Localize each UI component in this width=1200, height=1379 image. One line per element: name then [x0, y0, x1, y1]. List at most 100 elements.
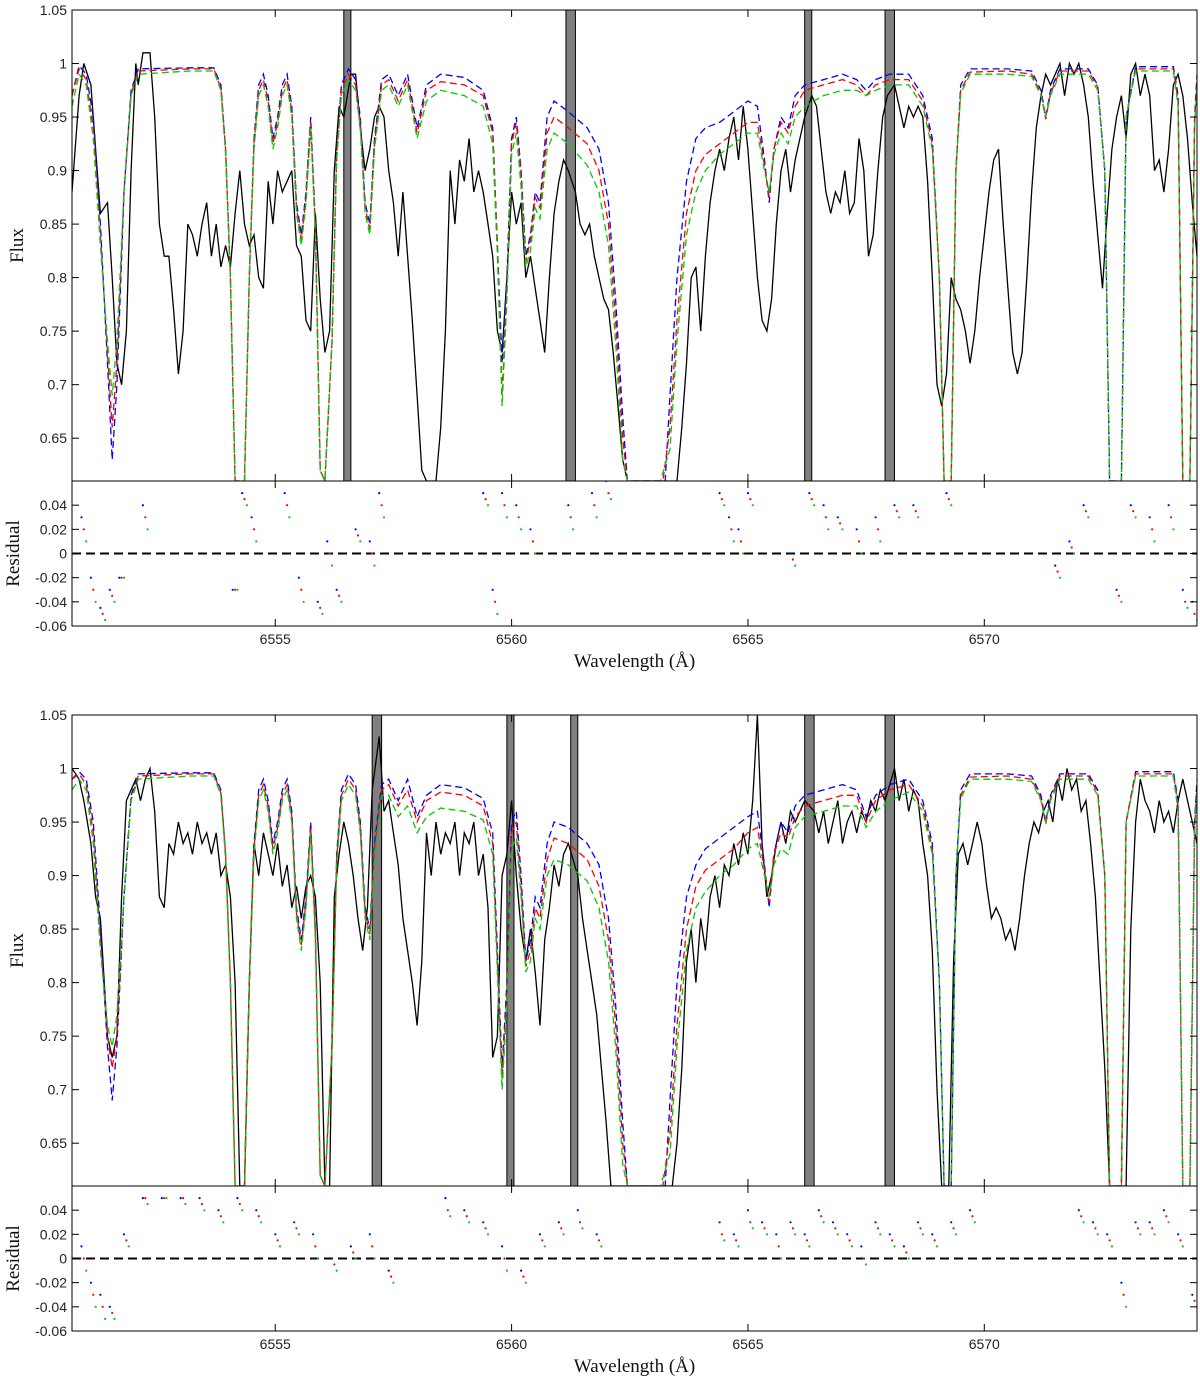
residual-point	[505, 516, 508, 519]
residual-ytick-label: -0.06	[35, 618, 67, 634]
residual-point	[1110, 1245, 1113, 1248]
residual-point	[118, 576, 121, 579]
residual-point	[1129, 504, 1132, 507]
residual-point	[529, 528, 532, 531]
residual-point	[902, 1245, 906, 1248]
residual-point	[463, 1209, 466, 1212]
flux-ytick-label: 1	[59, 56, 67, 72]
residual-point	[1177, 1233, 1180, 1236]
residual-point	[895, 510, 898, 513]
residual-point	[163, 1197, 166, 1200]
residual-point	[777, 1245, 780, 1248]
residual-point	[1134, 516, 1137, 519]
residual-point	[524, 1281, 527, 1284]
residual-point	[874, 1221, 877, 1224]
residual-ytick-label: 0.04	[40, 497, 67, 513]
residual-point	[917, 1221, 920, 1224]
residual-point	[321, 612, 324, 616]
residual-point	[730, 528, 733, 531]
masked-band	[565, 9, 576, 482]
residual-point	[141, 1197, 144, 1200]
residual-point	[312, 1233, 315, 1236]
residual-point	[822, 1221, 825, 1224]
residual-point	[813, 504, 816, 507]
residual-point	[1082, 504, 1085, 507]
residual-point	[1106, 1233, 1109, 1236]
residual-point	[236, 1197, 239, 1200]
residual-point	[808, 1245, 811, 1248]
residual-point	[727, 516, 731, 519]
residual-point	[122, 576, 126, 579]
residual-point	[125, 1239, 128, 1242]
flux-ytick-label: 0.95	[40, 109, 67, 125]
residual-point	[1077, 1209, 1080, 1212]
residual-point	[302, 600, 305, 603]
residual-point	[973, 1221, 976, 1224]
residual-point	[718, 1221, 721, 1224]
residual-point	[276, 1239, 279, 1242]
flux-ytick-label: 0.85	[40, 921, 67, 937]
residual-point	[392, 1281, 395, 1284]
residual-point	[1153, 540, 1156, 543]
flux-axis-label: Flux	[7, 228, 28, 263]
residual-point	[607, 492, 610, 495]
residual-point	[735, 1239, 738, 1242]
residual-point	[749, 498, 752, 501]
residual-point	[283, 492, 286, 495]
residual-point	[1181, 1245, 1184, 1248]
residual-point	[879, 1233, 882, 1236]
residual-point	[94, 600, 97, 603]
residual-point	[203, 1209, 206, 1212]
residual-point	[85, 1269, 88, 1272]
residual-point	[373, 564, 376, 567]
residual-point	[486, 504, 490, 507]
residual-ytick-label: 0.04	[40, 1202, 67, 1218]
series-line-black-solid	[72, 52, 1197, 481]
residual-point	[820, 1215, 823, 1218]
residual-point	[108, 588, 111, 591]
residual-point	[888, 1233, 891, 1236]
residual-point	[723, 504, 726, 507]
residual-point	[122, 1233, 126, 1236]
residual-point	[1148, 516, 1151, 519]
residual-xtick-label: 6555	[260, 631, 291, 647]
masked-band	[804, 714, 815, 1187]
residual-point	[104, 618, 107, 622]
residual-point	[917, 516, 920, 519]
residual-point	[368, 1233, 371, 1236]
residual-point	[373, 1257, 376, 1260]
flux-ytick-label: 0.95	[40, 814, 67, 830]
residual-point	[85, 540, 88, 543]
residual-point	[1167, 1221, 1170, 1224]
residual-point	[482, 492, 485, 495]
residual-point	[817, 1209, 820, 1212]
residual-xtick-label: 6565	[732, 1336, 763, 1352]
flux-plot-area	[72, 715, 1197, 1186]
residual-xtick-label: 6570	[969, 1336, 1000, 1352]
residual-point	[933, 1239, 936, 1242]
residual-point	[839, 522, 842, 525]
residual-point	[567, 504, 570, 507]
residual-point	[390, 1275, 393, 1278]
residual-point	[794, 1233, 797, 1236]
residual-point	[326, 540, 329, 543]
residual-point	[595, 1233, 598, 1236]
residual-point	[827, 528, 830, 531]
residual-point	[1191, 1293, 1194, 1296]
flux-ytick-label: 0.85	[40, 216, 67, 232]
residual-point	[503, 504, 506, 507]
flux-ytick-label: 0.8	[48, 975, 68, 991]
residual-ytick-label: -0.06	[35, 1323, 67, 1339]
residual-point	[931, 1233, 934, 1236]
residual-point	[333, 1263, 336, 1266]
residual-point	[238, 1203, 241, 1206]
residual-point	[862, 1257, 865, 1260]
flux-ytick-label: 0.75	[40, 1028, 67, 1044]
flux-ytick-label: 0.7	[48, 377, 68, 393]
residual-point	[935, 1245, 939, 1248]
residual-point	[241, 492, 244, 495]
residual-point	[905, 1251, 908, 1254]
residual-point	[380, 504, 383, 507]
residual-point	[560, 1227, 563, 1230]
residual-point	[538, 1233, 542, 1236]
